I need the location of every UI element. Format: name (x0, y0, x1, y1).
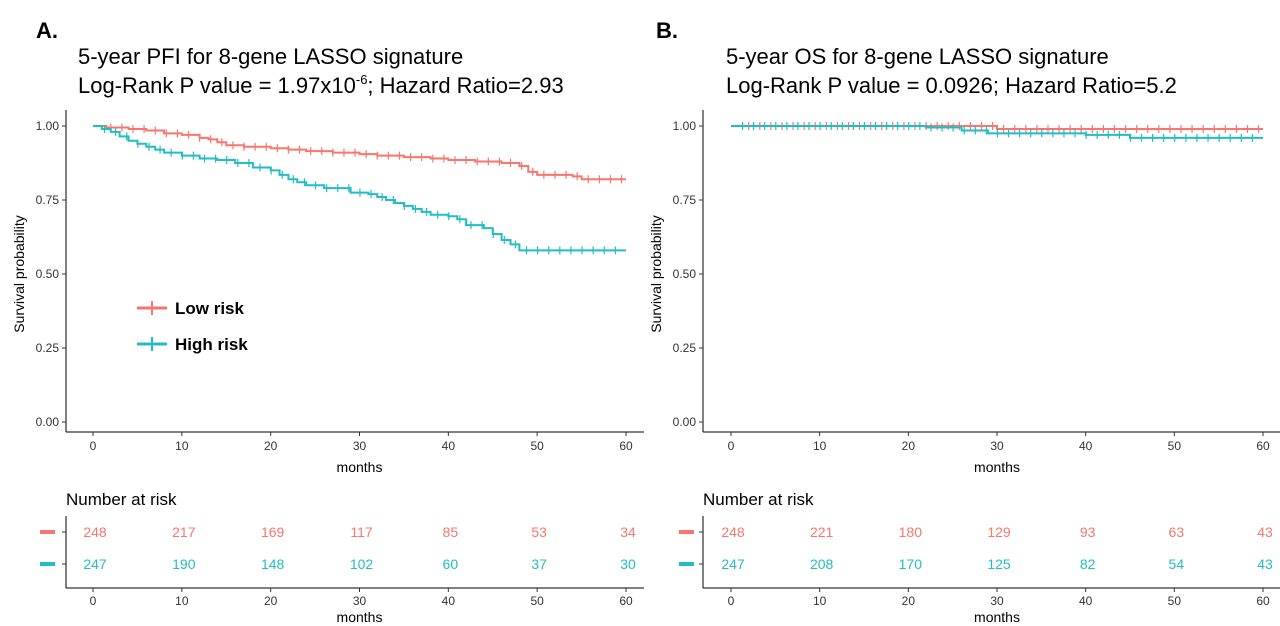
risk-count: 190 (172, 556, 196, 572)
risk-x-tick-label: 60 (619, 594, 633, 608)
chart-title-line1: 5-year PFI for 8-gene LASSO signature (78, 44, 463, 69)
risk-count: 37 (531, 556, 547, 572)
x-tick-label: 40 (1079, 439, 1093, 453)
risk-x-tick-label: 50 (1168, 594, 1182, 608)
risk-x-tick-label: 10 (175, 594, 189, 608)
chart-title-line2: Log-Rank P value = 0.0926; Hazard Ratio=… (726, 73, 1177, 98)
y-tick-label: 1.00 (36, 119, 60, 133)
y-tick-label: 0.50 (36, 267, 60, 281)
x-tick-label: 30 (353, 439, 367, 453)
risk-count: 180 (899, 524, 923, 540)
legend-label: High risk (175, 335, 248, 354)
risk-count: 247 (83, 556, 107, 572)
x-tick-label: 10 (175, 439, 189, 453)
risk-table-title: Number at risk (703, 490, 814, 509)
risk-x-tick-label: 20 (264, 594, 278, 608)
km-curve-high-risk (93, 125, 626, 252)
x-tick-label: 60 (619, 439, 633, 453)
risk-x-tick-label: 10 (813, 594, 827, 608)
y-tick-label: 0.00 (673, 415, 697, 429)
chart-title-line2: Log-Rank P value = 1.97x10-6; Hazard Rat… (78, 72, 564, 98)
risk-table: Number at risk 248 217 169 117 85 53 34 247 190 14… (40, 490, 644, 625)
censor-marks-high-risk (741, 122, 1253, 142)
km-curve-low-risk (93, 125, 626, 181)
risk-x-tick-label: 20 (902, 594, 916, 608)
risk-count: 248 (721, 524, 745, 540)
risk-count: 63 (1169, 524, 1185, 540)
risk-x-tick-label: 0 (728, 594, 735, 608)
title-line2-prefix: Log-Rank P value = 0.0926; Hazard Ratio=… (726, 73, 1177, 98)
risk-count: 248 (83, 524, 107, 540)
x-tick-label: 40 (442, 439, 456, 453)
risk-x-tick-label: 30 (990, 594, 1004, 608)
x-tick-label: 0 (728, 439, 735, 453)
risk-count: 102 (350, 556, 374, 572)
risk-count: 85 (443, 524, 459, 540)
x-tick-label: 30 (990, 439, 1004, 453)
risk-count: 129 (987, 524, 1011, 540)
risk-x-axis-title: months (974, 609, 1020, 625)
panel-a: A. 5-year PFI for 8-gene LASSO signature L… (11, 18, 644, 625)
x-tick-label: 0 (90, 439, 97, 453)
risk-count: 148 (261, 556, 285, 572)
risk-count: 221 (810, 524, 834, 540)
title-line2-superscript: -6 (356, 72, 368, 87)
risk-count: 82 (1080, 556, 1096, 572)
risk-x-tick-label: 50 (530, 594, 544, 608)
risk-count: 217 (172, 524, 196, 540)
y-tick-label: 0.75 (36, 193, 60, 207)
y-tick-label: 0.25 (673, 341, 697, 355)
x-tick-label: 50 (1168, 439, 1182, 453)
risk-count: 30 (620, 556, 636, 572)
censor-marks-low-risk (748, 122, 1260, 133)
risk-count: 169 (261, 524, 285, 540)
x-axis-title: months (337, 459, 383, 475)
y-tick-label: 0.00 (36, 415, 60, 429)
y-tick-label: 1.00 (673, 119, 697, 133)
y-tick-label: 0.25 (36, 341, 60, 355)
title-line2-prefix: Log-Rank P value = 1.97x10 (78, 73, 356, 98)
risk-count: 93 (1080, 524, 1096, 540)
title-line2-suffix: ; Hazard Ratio=2.93 (367, 73, 563, 98)
risk-count: 34 (620, 524, 636, 540)
risk-count: 43 (1257, 524, 1273, 540)
risk-table-title: Number at risk (66, 490, 177, 509)
y-tick-label: 0.50 (673, 267, 697, 281)
risk-count: 60 (443, 556, 459, 572)
y-axis-title: Survival probability (648, 215, 664, 333)
legend-item-low-risk: Low risk (137, 299, 245, 318)
x-axis-title: months (974, 459, 1020, 475)
risk-count: 170 (899, 556, 923, 572)
y-axis-title: Survival probability (11, 215, 27, 333)
legend-label: Low risk (175, 299, 245, 318)
x-tick-label: 50 (530, 439, 544, 453)
censor-marks-low-risk (110, 123, 623, 184)
risk-x-tick-label: 40 (442, 594, 456, 608)
y-tick-label: 0.75 (673, 193, 697, 207)
x-tick-label: 20 (264, 439, 278, 453)
risk-x-tick-label: 30 (353, 594, 367, 608)
risk-x-tick-label: 0 (90, 594, 97, 608)
chart-title-line1: 5-year OS for 8-gene LASSO signature (726, 44, 1109, 69)
risk-table: Number at risk 248 221 180 129 93 63 43 247 208 17… (679, 490, 1280, 625)
risk-count: 208 (810, 556, 834, 572)
risk-x-axis-title: months (337, 609, 383, 625)
risk-count: 54 (1169, 556, 1185, 572)
risk-x-tick-label: 60 (1256, 594, 1270, 608)
panel-letter: A. (36, 18, 58, 43)
risk-x-tick-label: 40 (1079, 594, 1093, 608)
panel-letter: B. (656, 18, 678, 43)
risk-count: 53 (531, 524, 547, 540)
panel-b: B. 5-year OS for 8-gene LASSO signature Lo… (648, 18, 1280, 625)
risk-count: 247 (721, 556, 745, 572)
risk-count: 117 (350, 524, 373, 540)
risk-count: 43 (1257, 556, 1273, 572)
x-tick-label: 20 (902, 439, 916, 453)
x-tick-label: 60 (1256, 439, 1270, 453)
risk-count: 125 (987, 556, 1011, 572)
x-tick-label: 10 (813, 439, 827, 453)
censor-marks-high-risk (103, 124, 616, 255)
legend-item-high-risk: High risk (137, 335, 248, 354)
